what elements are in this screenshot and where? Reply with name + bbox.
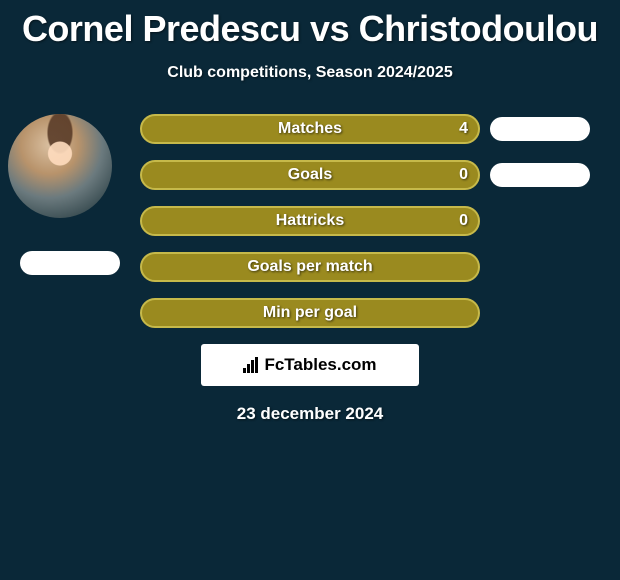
date-text: 23 december 2024	[0, 404, 620, 424]
stats-list: Matches 4 Goals 0 Hattricks 0 Goals per match M…	[140, 114, 480, 328]
stat-row: Min per goal	[140, 298, 480, 328]
stat-value: 0	[459, 166, 468, 184]
brand-badge: FcTables.com	[201, 344, 419, 386]
stat-label: Matches	[278, 120, 342, 138]
stat-bar: Matches 4	[140, 114, 480, 144]
right-pill	[490, 163, 590, 187]
stat-label: Min per goal	[263, 304, 357, 322]
stat-row: Matches 4	[140, 114, 480, 144]
comparison-panel: Matches 4 Goals 0 Hattricks 0 Goals per match M…	[0, 114, 620, 424]
stat-bar: Hattricks 0	[140, 206, 480, 236]
page-subtitle: Club competitions, Season 2024/2025	[0, 64, 620, 82]
stat-label: Goals per match	[247, 258, 372, 276]
stat-value: 4	[459, 120, 468, 138]
stat-label: Hattricks	[276, 212, 344, 230]
player-avatar	[8, 114, 112, 218]
right-pill	[490, 117, 590, 141]
brand-text: FcTables.com	[264, 355, 376, 375]
stat-label: Goals	[288, 166, 332, 184]
left-pill	[20, 251, 120, 275]
stat-row: Hattricks 0	[140, 206, 480, 236]
bar-chart-icon	[243, 357, 258, 373]
stat-bar: Goals 0	[140, 160, 480, 190]
stat-bar: Goals per match	[140, 252, 480, 282]
stat-row: Goals 0	[140, 160, 480, 190]
stat-row: Goals per match	[140, 252, 480, 282]
stat-bar: Min per goal	[140, 298, 480, 328]
page-title: Cornel Predescu vs Christodoulou	[0, 0, 620, 50]
stat-value: 0	[459, 212, 468, 230]
